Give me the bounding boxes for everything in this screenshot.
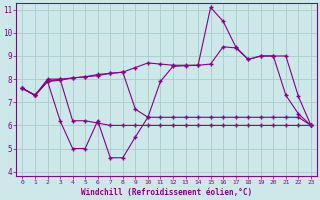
X-axis label: Windchill (Refroidissement éolien,°C): Windchill (Refroidissement éolien,°C) <box>81 188 252 197</box>
